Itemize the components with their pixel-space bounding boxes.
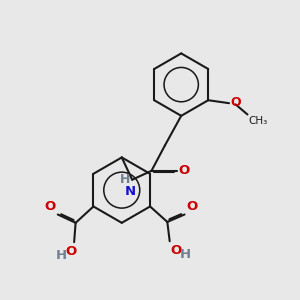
Text: H: H bbox=[56, 249, 67, 262]
Text: H: H bbox=[180, 248, 191, 261]
Text: O: O bbox=[170, 244, 182, 256]
Text: N: N bbox=[124, 185, 136, 198]
Text: O: O bbox=[230, 96, 241, 109]
Text: O: O bbox=[178, 164, 190, 177]
Text: CH₃: CH₃ bbox=[248, 116, 268, 126]
Text: O: O bbox=[45, 200, 56, 213]
Text: O: O bbox=[65, 244, 76, 257]
Text: O: O bbox=[186, 200, 198, 213]
Text: H: H bbox=[119, 173, 130, 186]
